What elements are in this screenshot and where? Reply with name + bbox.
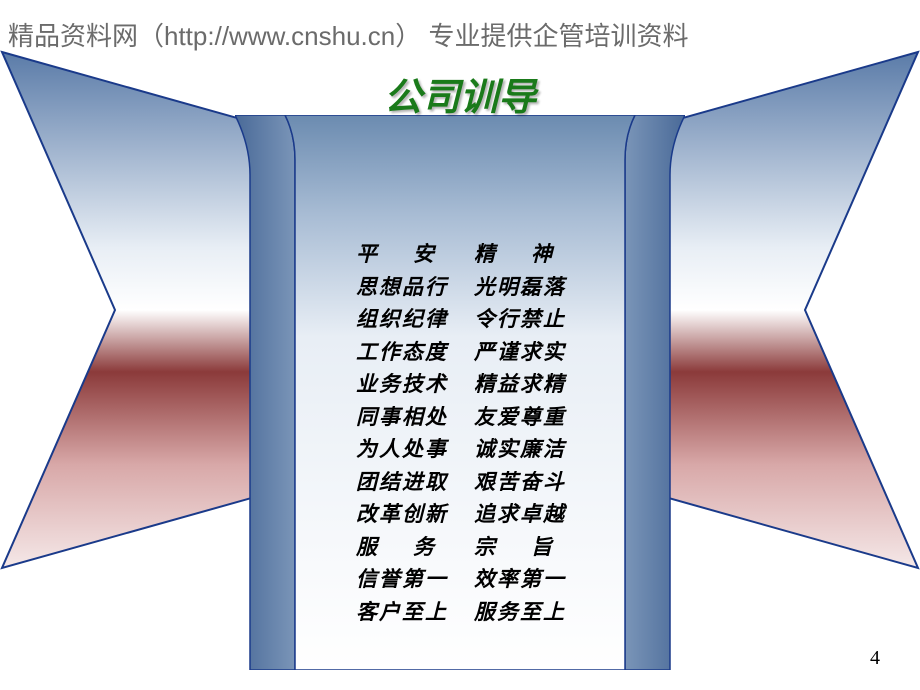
content-row: 平 安精 神 bbox=[356, 238, 564, 271]
content-text-block: 平 安精 神思想品行光明磊落组织纪律令行禁止工作态度严谨求实业务技术精益求精同事… bbox=[356, 238, 564, 629]
content-cell-left: 信誉第一 bbox=[356, 563, 446, 596]
content-row: 为人处事诚实廉洁 bbox=[356, 433, 564, 466]
content-cell-left: 客户至上 bbox=[356, 596, 446, 629]
content-cell-right: 精 神 bbox=[474, 238, 564, 271]
content-cell-left: 平 安 bbox=[356, 238, 446, 271]
content-cell-right: 严谨求实 bbox=[474, 336, 564, 369]
content-row: 信誉第一效率第一 bbox=[356, 563, 564, 596]
content-row: 工作态度严谨求实 bbox=[356, 336, 564, 369]
content-cell-left: 组织纪律 bbox=[356, 303, 446, 336]
content-cell-left: 为人处事 bbox=[356, 433, 446, 466]
content-row: 改革创新追求卓越 bbox=[356, 498, 564, 531]
content-cell-left: 同事相处 bbox=[356, 401, 446, 434]
content-cell-right: 令行禁止 bbox=[474, 303, 564, 336]
content-cell-right: 友爱尊重 bbox=[474, 401, 564, 434]
content-row: 服 务宗 旨 bbox=[356, 531, 564, 564]
content-row: 组织纪律令行禁止 bbox=[356, 303, 564, 336]
content-row: 同事相处友爱尊重 bbox=[356, 401, 564, 434]
content-cell-right: 精益求精 bbox=[474, 368, 564, 401]
content-cell-left: 改革创新 bbox=[356, 498, 446, 531]
content-cell-left: 工作态度 bbox=[356, 336, 446, 369]
page-title: 公司训导 bbox=[384, 66, 536, 121]
content-cell-right: 宗 旨 bbox=[474, 531, 564, 564]
content-row: 团结进取艰苦奋斗 bbox=[356, 466, 564, 499]
content-cell-right: 追求卓越 bbox=[474, 498, 564, 531]
content-cell-left: 服 务 bbox=[356, 531, 446, 564]
content-cell-right: 艰苦奋斗 bbox=[474, 466, 564, 499]
content-cell-right: 效率第一 bbox=[474, 563, 564, 596]
content-cell-right: 服务至上 bbox=[474, 596, 564, 629]
content-cell-left: 团结进取 bbox=[356, 466, 446, 499]
watermark-text: 精品资料网（http://www.cnshu.cn） 专业提供企管培训资料 bbox=[8, 16, 688, 53]
content-cell-right: 光明磊落 bbox=[474, 271, 564, 304]
content-cell-left: 思想品行 bbox=[356, 271, 446, 304]
content-cell-left: 业务技术 bbox=[356, 368, 446, 401]
page-number: 4 bbox=[870, 647, 880, 670]
content-row: 客户至上服务至上 bbox=[356, 596, 564, 629]
content-row: 业务技术精益求精 bbox=[356, 368, 564, 401]
content-row: 思想品行光明磊落 bbox=[356, 271, 564, 304]
content-cell-right: 诚实廉洁 bbox=[474, 433, 564, 466]
